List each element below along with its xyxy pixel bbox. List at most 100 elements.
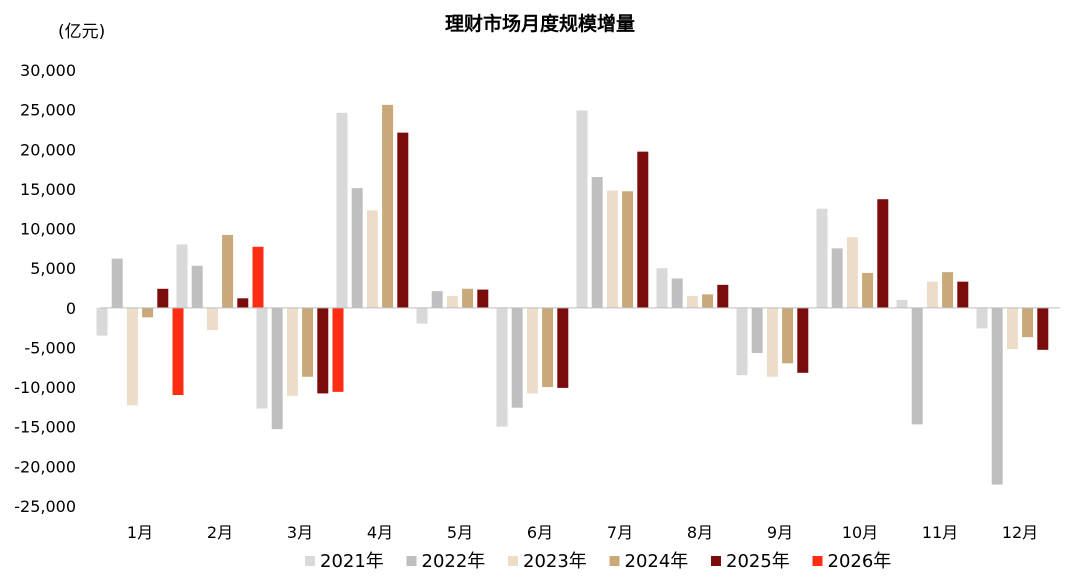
legend-swatch xyxy=(508,556,518,566)
legend-swatch xyxy=(609,556,620,566)
bar xyxy=(511,307,523,408)
bar xyxy=(542,307,554,388)
bar xyxy=(717,284,729,308)
legend-swatch xyxy=(711,556,721,566)
x-category-label: 2月 xyxy=(207,523,233,542)
bar xyxy=(477,289,489,308)
bar xyxy=(366,210,378,308)
bar xyxy=(816,208,828,308)
bar xyxy=(96,307,108,336)
x-category-label: 8月 xyxy=(687,523,713,542)
bar xyxy=(911,307,923,425)
bar xyxy=(686,295,698,308)
bar xyxy=(462,288,474,308)
legend-label: 2021年 xyxy=(320,551,384,572)
bar xyxy=(286,307,298,396)
bar xyxy=(256,307,268,409)
bar xyxy=(656,268,668,308)
bar xyxy=(896,299,908,308)
x-category-label: 12月 xyxy=(1002,523,1038,542)
x-category-label: 10月 xyxy=(842,523,878,542)
bar xyxy=(637,151,649,308)
x-category-label: 4月 xyxy=(367,523,393,542)
bar xyxy=(336,112,348,308)
y-tick-label: 25,000 xyxy=(20,101,76,120)
legend-label: 2024年 xyxy=(625,551,689,572)
bar xyxy=(942,272,954,308)
legend-swatch xyxy=(305,556,315,566)
x-category-label: 11月 xyxy=(922,523,958,542)
bar xyxy=(332,307,344,392)
y-tick-label: 0 xyxy=(66,299,76,318)
x-category-label: 5月 xyxy=(447,523,473,542)
y-tick-label: -15,000 xyxy=(14,418,76,437)
bar xyxy=(126,307,138,406)
legend: 2021年 2022年 2023年 2024年 2025年 2026年 xyxy=(305,551,891,572)
y-axis-unit-label: (亿元) xyxy=(58,22,105,42)
y-tick-label: 30,000 xyxy=(20,61,76,80)
y-tick-label: 20,000 xyxy=(20,140,76,159)
bar xyxy=(252,246,264,308)
bar xyxy=(397,132,409,308)
x-category-label: 9月 xyxy=(767,523,793,542)
bar xyxy=(351,188,363,308)
legend-label: 2022年 xyxy=(422,551,486,572)
legend-label: 2025年 xyxy=(726,551,790,572)
bar xyxy=(736,307,748,376)
bar xyxy=(142,307,154,318)
bar xyxy=(751,307,763,354)
bar xyxy=(991,307,1003,485)
bar xyxy=(926,281,938,308)
bar xyxy=(222,234,234,308)
bar xyxy=(782,307,794,364)
y-axis: 30,000 25,000 20,000 15,000 10,000 5,000 0 -5,0… xyxy=(14,61,76,516)
bar xyxy=(317,307,329,394)
bar xyxy=(831,248,843,308)
bar xyxy=(671,278,683,308)
y-tick-label: 15,000 xyxy=(20,180,76,199)
bar xyxy=(526,307,538,394)
bar xyxy=(766,307,778,377)
legend-swatch xyxy=(812,556,823,566)
y-tick-label: -10,000 xyxy=(14,378,76,397)
bar xyxy=(1037,307,1049,350)
bar xyxy=(591,177,603,308)
y-tick-label: -5,000 xyxy=(24,338,76,357)
bar xyxy=(862,272,874,308)
bar xyxy=(446,295,458,308)
y-tick-label: -25,000 xyxy=(14,497,76,516)
bar xyxy=(237,298,249,308)
x-category-label: 3月 xyxy=(287,523,313,542)
y-tick-label: 10,000 xyxy=(20,220,76,239)
legend-swatch xyxy=(406,556,417,566)
bar xyxy=(1006,307,1018,350)
bar xyxy=(877,199,889,308)
bar xyxy=(622,191,634,308)
bar xyxy=(111,258,123,308)
bar xyxy=(416,307,428,324)
y-tick-label: 5,000 xyxy=(30,259,76,278)
bar xyxy=(191,265,203,308)
x-category-label: 1月 xyxy=(127,523,153,542)
bar xyxy=(157,288,169,308)
bar xyxy=(606,190,618,308)
bar xyxy=(576,110,588,308)
y-tick-label: -20,000 xyxy=(14,457,76,476)
bar-series-group xyxy=(96,104,1049,485)
bar xyxy=(976,307,988,329)
bar xyxy=(496,307,508,427)
bar xyxy=(702,294,714,308)
x-category-label: 6月 xyxy=(527,523,553,542)
bar xyxy=(271,307,283,430)
bar xyxy=(302,307,314,377)
bar xyxy=(172,307,184,396)
legend-label: 2023年 xyxy=(523,551,587,572)
bar xyxy=(957,281,969,308)
bar xyxy=(431,291,443,308)
bar xyxy=(206,307,218,331)
bar xyxy=(557,307,569,388)
bar xyxy=(846,237,858,308)
x-axis: 1月 2月 3月 4月 5月 6月 7月 8月 9月 10月 11月 12月 xyxy=(127,523,1038,542)
chart-title: 理财市场月度规模增量 xyxy=(445,12,635,35)
